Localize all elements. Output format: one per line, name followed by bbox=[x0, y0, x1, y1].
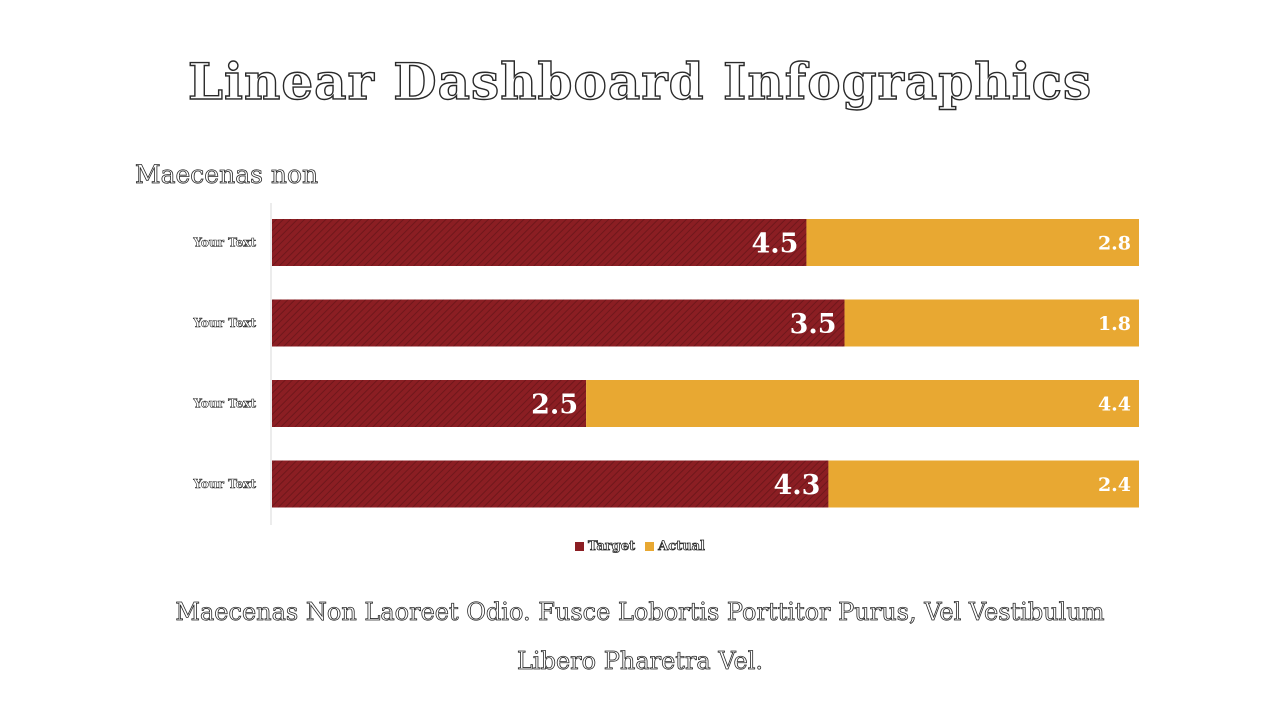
bar-actual bbox=[586, 380, 1139, 427]
data-label-target: 3.5 bbox=[790, 309, 837, 340]
data-label-actual: 2.8 bbox=[1098, 233, 1131, 255]
bar-actual bbox=[844, 299, 1139, 347]
category-label: Your Text bbox=[192, 477, 256, 491]
page-title: Linear Dashboard Infographics bbox=[187, 51, 1093, 111]
category-label: Your Text bbox=[192, 236, 256, 250]
legend-item-actual: Actual bbox=[645, 539, 705, 554]
data-label-target: 2.5 bbox=[531, 390, 578, 421]
data-label-actual: 4.4 bbox=[1098, 394, 1131, 416]
legend-label-actual: Actual bbox=[658, 539, 706, 555]
data-label-target: 4.3 bbox=[773, 470, 820, 501]
caption-text: Maecenas Non Laoreet Odio. Fusce Loborti… bbox=[175, 598, 1105, 676]
data-label-target: 4.5 bbox=[751, 229, 798, 260]
bar-actual bbox=[806, 219, 1139, 266]
bar-target bbox=[272, 219, 807, 266]
legend-swatch-target bbox=[575, 542, 585, 551]
category-label: Your Text bbox=[192, 316, 256, 330]
data-label-actual: 2.4 bbox=[1098, 474, 1131, 496]
legend-swatch-actual bbox=[645, 542, 655, 551]
legend-item-target: Target bbox=[575, 539, 636, 555]
category-label: Your Text bbox=[192, 397, 256, 411]
bars-layer: Your Text 4.5 2.8 Your Text 3.5 1.8 Your Text 2… bbox=[192, 219, 1139, 508]
bar-target bbox=[272, 460, 829, 508]
data-label-actual: 1.8 bbox=[1098, 313, 1131, 335]
bar-actual bbox=[828, 460, 1139, 508]
bar-target bbox=[272, 380, 587, 427]
bar-target bbox=[272, 299, 845, 347]
chart-subtitle: Maecenas non bbox=[135, 160, 319, 190]
legend-label-target: Target bbox=[588, 539, 636, 555]
chart-legend: Target Actual bbox=[0, 539, 1280, 554]
